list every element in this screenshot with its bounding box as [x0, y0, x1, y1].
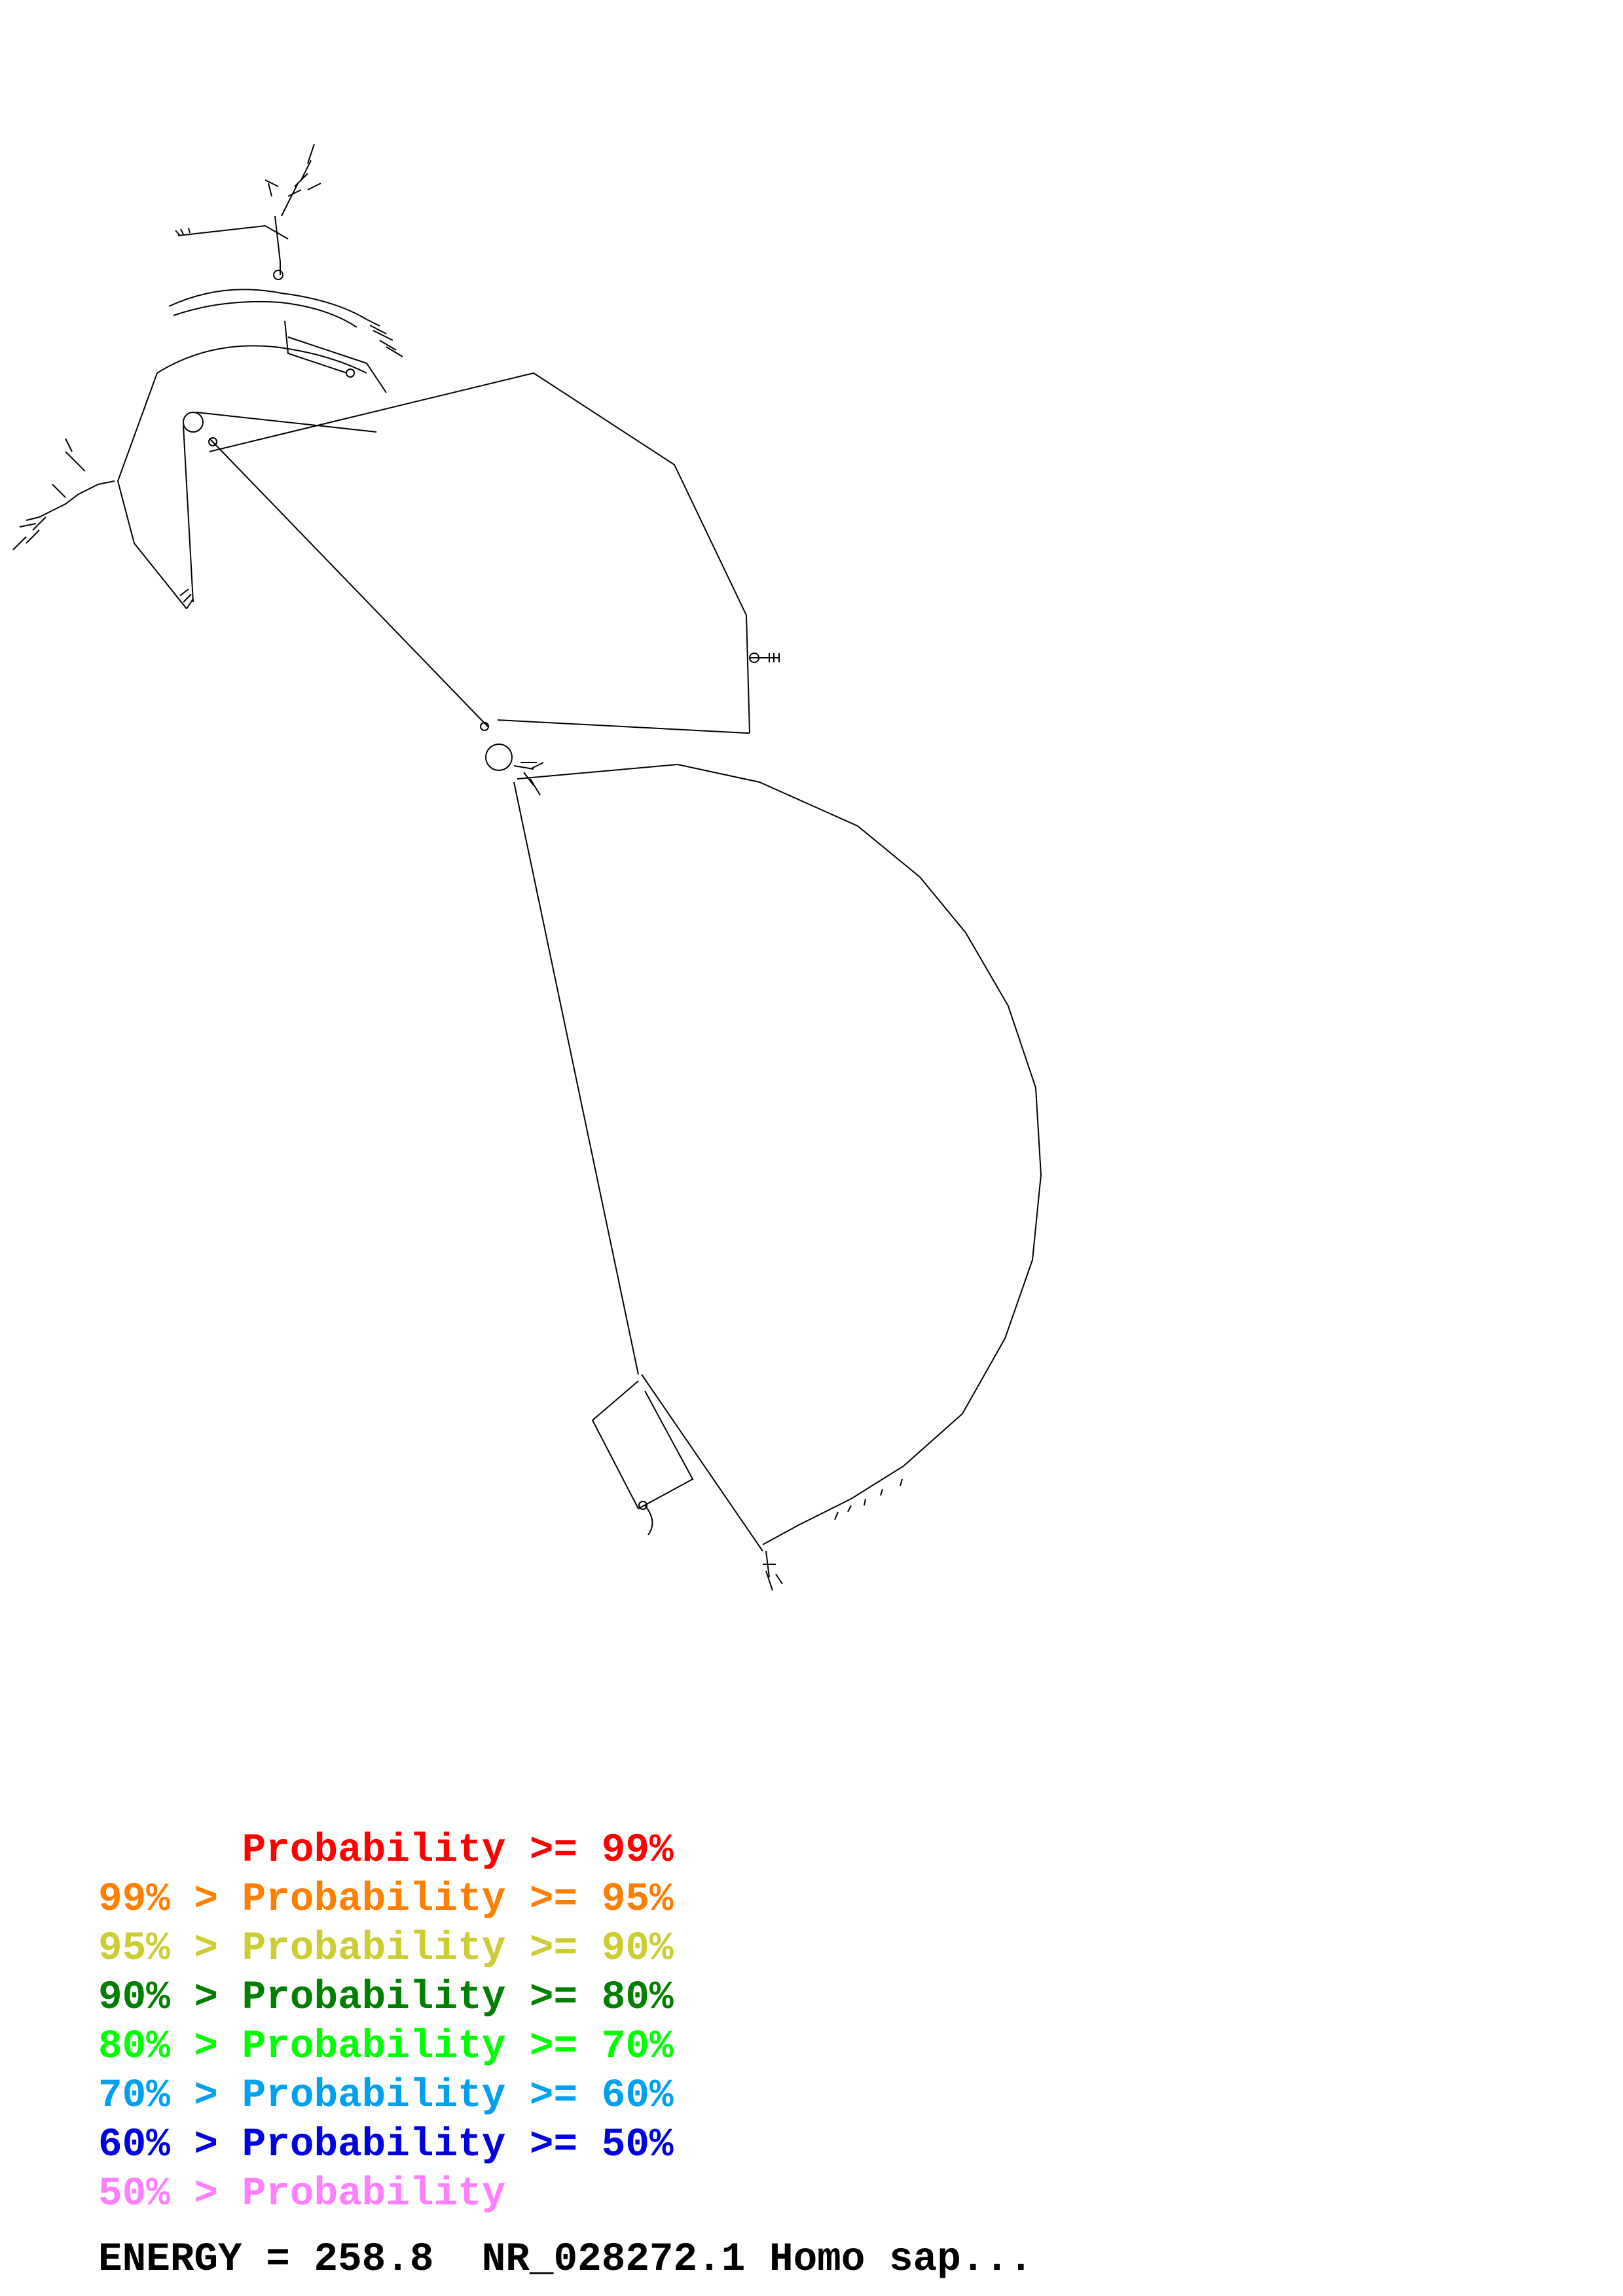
legend-label: Probability — [242, 1877, 506, 1922]
rna-secondary-structure-drawing — [12, 143, 1042, 1591]
small-loop-4 — [480, 722, 489, 731]
legend-label: Probability — [242, 1926, 506, 1971]
legend-label: Probability — [242, 2073, 506, 2119]
legend-row: 95% > Probability >= 90% — [98, 1924, 674, 1973]
backbone-left-branch — [177, 224, 289, 240]
backbone-stem-mid — [284, 320, 348, 374]
hairpin-top-left — [175, 227, 191, 236]
probability-legend: Probability >= 99% 99% > Probability >= 9… — [98, 1826, 674, 2219]
legend-row: 60% > Probability >= 50% — [98, 2121, 674, 2170]
hairpin-bottom-arc — [834, 1479, 903, 1520]
backbone-long-diagonal — [209, 438, 488, 727]
legend-suffix: >= 95% — [529, 1877, 674, 1922]
hairpin-top — [264, 143, 321, 217]
backbone-right-upper — [533, 372, 750, 734]
small-loop-2 — [346, 368, 355, 378]
legend-suffix: >= 90% — [529, 1926, 674, 1971]
legend-prefix: 70% > — [98, 2073, 219, 2119]
backbone-cross-1 — [287, 336, 387, 393]
small-loop-5 — [638, 1501, 647, 1510]
legend-prefix: 95% > — [98, 1926, 219, 1971]
legend-row: 80% > Probability >= 70% — [98, 2022, 674, 2072]
legend-row: Probability >= 99% — [98, 1826, 674, 1875]
legend-suffix: >= 99% — [529, 1828, 674, 1873]
hairpin-lower-left — [179, 588, 194, 609]
legend-row: 90% > Probability >= 80% — [98, 1973, 674, 2022]
legend-suffix: >= 50% — [529, 2123, 674, 2168]
legend-prefix: 90% > — [98, 1975, 219, 2020]
hairpin-right-stem — [366, 319, 403, 357]
central-loop — [485, 744, 513, 771]
legend-prefix: 80% > — [98, 2024, 219, 2070]
backbone-long-down — [513, 781, 639, 1375]
legend-row: 70% > Probability >= 60% — [98, 2072, 674, 2121]
hairpin-right-loop — [750, 653, 780, 662]
hairpin-left-cluster — [12, 438, 115, 550]
legend-label: Probability — [242, 2172, 506, 2217]
backbone-to-right — [209, 372, 534, 452]
backbone-left-arm — [117, 372, 187, 609]
backbone-mid-arc — [156, 345, 367, 374]
legend-prefix: 50% > — [98, 2172, 219, 2217]
energy-label: ENERGY = 258.8 NR_028272.1 Homo sap... — [98, 2237, 1033, 2282]
legend-label: Probability — [242, 2024, 506, 2070]
legend-prefix: 99% > — [98, 1877, 219, 1922]
backbone-cross-2 — [196, 412, 377, 433]
hairpin-right-loop-circle — [749, 653, 759, 663]
legend-label: Probability — [242, 1975, 506, 2020]
legend-row: 50% > Probability — [98, 2170, 674, 2219]
upper-loop — [183, 412, 204, 433]
backbone-top-arc — [168, 289, 367, 320]
backbone-left-stem — [183, 425, 194, 603]
backbone-top-arc-2 — [173, 300, 357, 328]
legend-prefix: 60% > — [98, 2123, 219, 2168]
hairpin-bottom — [763, 1551, 783, 1591]
legend-suffix: >= 60% — [529, 2073, 674, 2119]
legend-suffix: >= 80% — [529, 1975, 674, 2020]
hairpin-central — [513, 762, 544, 796]
legend-label: Probability — [242, 2123, 506, 2168]
backbone-right-lower — [497, 719, 750, 734]
backbone-box — [591, 1380, 694, 1510]
backbone-down-right — [641, 1374, 763, 1552]
backbone-stem-top — [274, 215, 281, 275]
legend-suffix: >= 70% — [529, 2024, 674, 2070]
small-loop-3 — [208, 437, 217, 446]
backbone-hook — [644, 1505, 653, 1535]
legend-row: 99% > Probability >= 95% — [98, 1875, 674, 1924]
legend-label: Probability — [242, 1828, 506, 1873]
backbone-big-arc — [517, 763, 1042, 1545]
small-loop-1 — [273, 270, 283, 280]
